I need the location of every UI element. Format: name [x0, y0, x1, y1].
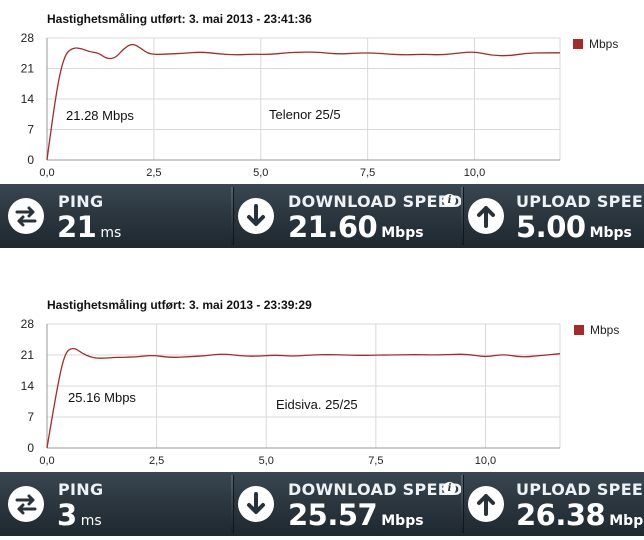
ping-unit: ms — [100, 225, 122, 241]
ping-panel: PING 21 ms — [0, 184, 232, 248]
x-tick-label: 7,5 — [360, 167, 375, 179]
speed-test-result-2: Hastighetsmåling utført: 3. mai 2013 - 2… — [0, 288, 644, 540]
download-arrow-icon — [238, 198, 274, 234]
download-value: 21.60 Mbps — [288, 210, 424, 244]
x-tick-label: 0,0 — [39, 167, 54, 179]
annotation-speed: 25.16 Mbps — [68, 390, 136, 405]
upload-panel: UPLOAD SPEED 5.00 Mbps — [463, 184, 644, 248]
upload-value: 5.00 Mbps — [516, 210, 632, 244]
ping-value: 3 ms — [57, 498, 102, 532]
ping-number: 21 — [57, 210, 97, 244]
info-icon[interactable]: i — [443, 482, 456, 495]
ping-label: PING — [58, 480, 104, 499]
legend-swatch — [574, 325, 584, 335]
upload-arrow-icon — [468, 486, 504, 522]
ping-panel: PING 3 ms — [0, 472, 232, 536]
legend-label: Mbps — [590, 323, 620, 337]
x-tick-label: 2,5 — [149, 455, 164, 467]
chart-title: Hastighetsmåling utført: 3. mai 2013 - 2… — [47, 12, 312, 26]
y-tick-label: 21 — [21, 62, 35, 76]
series-line-mbps — [46, 347, 561, 449]
ping-unit: ms — [80, 513, 102, 529]
ping-number: 3 — [57, 498, 77, 532]
y-tick-label: 0 — [27, 441, 34, 455]
ping-icon — [8, 486, 44, 522]
series-line-mbps — [46, 43, 560, 161]
upload-label: UPLOAD SPEED — [516, 480, 644, 499]
y-tick-label: 14 — [21, 92, 35, 106]
download-label: DOWNLOAD SPEED — [288, 192, 463, 211]
download-unit: Mbps — [381, 225, 424, 241]
annotation-speed: 21.28 Mbps — [66, 108, 134, 123]
annotation-isp: Telenor 25/5 — [269, 107, 341, 122]
y-tick-label: 7 — [27, 410, 34, 424]
divider — [231, 187, 233, 245]
y-tick-label: 14 — [21, 379, 35, 393]
chart-title: Hastighetsmåling utført: 3. mai 2013 - 2… — [47, 298, 312, 312]
upload-value: 26.38Mbps — [516, 498, 644, 532]
upload-number: 26.38 — [516, 498, 606, 532]
annotation-isp: Eidsiva. 25/25 — [276, 397, 358, 412]
x-tick-label: 7,5 — [368, 455, 383, 467]
ping-label: PING — [58, 192, 104, 211]
y-tick-label: 7 — [27, 123, 34, 137]
info-icon[interactable]: i — [443, 194, 456, 207]
upload-number: 5.00 — [516, 210, 586, 244]
download-label: DOWNLOAD SPEED — [288, 480, 463, 499]
y-tick-label: 0 — [27, 153, 34, 167]
y-tick-label: 21 — [21, 348, 35, 362]
speed-chart: 0 7 14 21 28 0,0 2,5 5,0 7,5 10,0 — [21, 31, 561, 179]
divider — [461, 475, 463, 533]
download-unit: Mbps — [381, 513, 424, 529]
y-tick-label: 28 — [21, 317, 35, 331]
x-tick-label: 10,0 — [475, 455, 496, 467]
x-tick-label: 5,0 — [253, 167, 268, 179]
upload-unit: Mbps — [609, 513, 644, 529]
ping-icon — [8, 198, 44, 234]
results-bar: PING 3 ms DOWNLOAD SPEED i 25.57 Mbps — [0, 472, 644, 536]
upload-label: UPLOAD SPEED — [516, 192, 644, 211]
download-panel: DOWNLOAD SPEED i 25.57 Mbps — [233, 472, 463, 536]
legend-label: Mbps — [589, 37, 619, 51]
ping-value: 21 ms — [57, 210, 121, 244]
x-tick-label: 2,5 — [146, 167, 161, 179]
upload-unit: Mbps — [589, 225, 632, 241]
speed-test-result-1: Hastighetsmåling utført: 3. mai 2013 - 2… — [0, 0, 644, 250]
download-value: 25.57 Mbps — [288, 498, 424, 532]
divider — [231, 475, 233, 533]
results-bar: PING 21 ms DOWNLOAD SPEED i 21.60 Mbps — [0, 184, 644, 248]
download-number: 25.57 — [288, 498, 378, 532]
upload-arrow-icon — [468, 198, 504, 234]
x-tick-label: 0,0 — [39, 455, 54, 467]
download-arrow-icon — [238, 486, 274, 522]
speed-chart: 0 7 14 21 28 0,0 2,5 5,0 7,5 10,0 — [21, 317, 561, 467]
divider — [461, 187, 463, 245]
y-tick-label: 28 — [21, 31, 35, 45]
download-panel: DOWNLOAD SPEED i 21.60 Mbps — [233, 184, 463, 248]
legend-swatch — [573, 39, 583, 49]
download-number: 21.60 — [288, 210, 378, 244]
upload-panel: UPLOAD SPEED 26.38Mbps — [463, 472, 644, 536]
x-tick-label: 10,0 — [464, 167, 485, 179]
x-tick-label: 5,0 — [259, 455, 274, 467]
